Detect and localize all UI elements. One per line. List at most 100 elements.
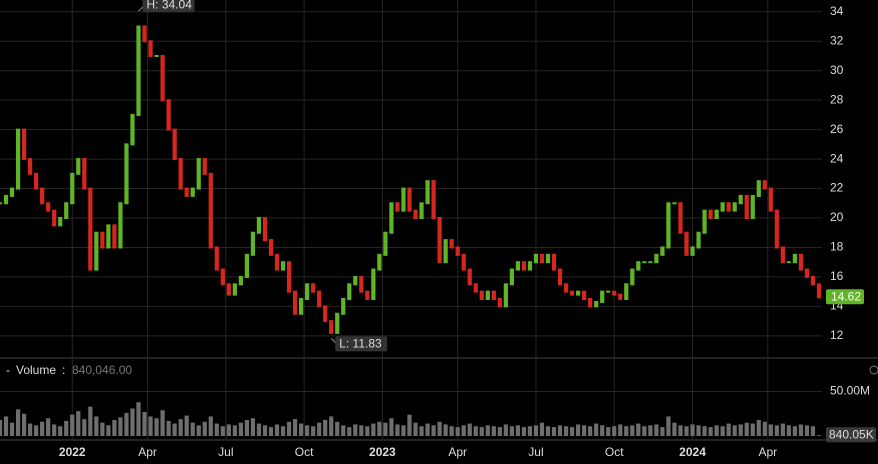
candle bbox=[684, 231, 689, 256]
candle bbox=[600, 290, 605, 303]
volume-bar bbox=[166, 420, 171, 436]
volume-bar bbox=[190, 422, 195, 436]
volume-bar bbox=[563, 426, 569, 436]
candle bbox=[389, 202, 394, 234]
candle bbox=[419, 202, 424, 220]
candle bbox=[461, 253, 466, 271]
volume-bar bbox=[154, 418, 159, 436]
candle bbox=[172, 128, 177, 161]
candle bbox=[371, 268, 376, 301]
volume-bar bbox=[208, 416, 213, 436]
candle bbox=[232, 283, 237, 296]
volume-bar bbox=[533, 425, 539, 436]
volume-bar bbox=[220, 426, 225, 436]
candle bbox=[190, 187, 195, 197]
volume-bar bbox=[443, 424, 448, 436]
volume-bar bbox=[64, 420, 69, 436]
volume-bar bbox=[497, 427, 502, 436]
annotation-label: H: 34.04 bbox=[147, 0, 193, 11]
candle bbox=[696, 231, 701, 249]
candle bbox=[317, 290, 322, 308]
volume-bar bbox=[618, 424, 623, 436]
volume-bar bbox=[118, 417, 123, 436]
volume-bar bbox=[136, 402, 141, 436]
candle bbox=[768, 187, 773, 212]
pane-close-icon[interactable] bbox=[869, 365, 878, 375]
candle bbox=[250, 231, 256, 256]
volume-bar bbox=[226, 424, 231, 436]
candle bbox=[660, 246, 665, 256]
volume-bar bbox=[792, 426, 798, 436]
volume-bar bbox=[744, 422, 749, 436]
volume-bar bbox=[437, 421, 442, 436]
candle bbox=[726, 202, 731, 212]
volume-bar bbox=[714, 425, 719, 436]
candle bbox=[46, 202, 51, 212]
volume-bar bbox=[21, 413, 27, 436]
candle bbox=[166, 99, 171, 131]
candle bbox=[70, 172, 75, 205]
volume-bar bbox=[708, 427, 713, 436]
candle bbox=[413, 209, 418, 220]
volume-bar bbox=[317, 422, 322, 436]
volume-bar bbox=[762, 421, 767, 436]
volume-bar bbox=[292, 419, 298, 436]
volume-bar bbox=[479, 427, 484, 436]
volume-bar bbox=[551, 427, 557, 436]
candle bbox=[563, 283, 569, 293]
y-tick-label: 20 bbox=[830, 210, 844, 224]
candle bbox=[630, 268, 635, 286]
volume-bar bbox=[732, 425, 737, 436]
volume-bar bbox=[106, 425, 111, 436]
candle bbox=[274, 253, 280, 271]
volume-bar bbox=[726, 423, 731, 436]
volume-bar bbox=[678, 425, 683, 436]
volume-bar bbox=[196, 425, 201, 436]
volume-bar bbox=[94, 416, 99, 436]
volume-bar bbox=[473, 426, 478, 436]
last-volume-label: 840.05K bbox=[829, 427, 874, 441]
volume-tick-label: 50.00M bbox=[830, 384, 870, 398]
x-tick-label: Jul bbox=[218, 445, 233, 459]
candle bbox=[9, 187, 15, 197]
candle bbox=[774, 209, 779, 249]
volume-bar bbox=[256, 423, 262, 436]
candle bbox=[654, 253, 659, 264]
candle bbox=[34, 172, 39, 190]
volume-bar bbox=[58, 426, 63, 436]
candle bbox=[323, 305, 328, 323]
volume-bar bbox=[425, 423, 430, 436]
candle bbox=[425, 180, 430, 205]
candle bbox=[256, 217, 262, 234]
volume-bar bbox=[311, 426, 316, 436]
volume-bar bbox=[521, 427, 527, 436]
candle bbox=[509, 268, 514, 286]
candle bbox=[714, 209, 719, 220]
x-tick-label: 2023 bbox=[369, 445, 396, 459]
y-tick-label: 18 bbox=[830, 240, 844, 254]
volume-bar bbox=[636, 423, 641, 436]
candle bbox=[64, 202, 69, 220]
volume-bar bbox=[720, 426, 725, 436]
volume-bar bbox=[407, 414, 412, 436]
candle bbox=[485, 290, 490, 301]
candle bbox=[431, 180, 436, 220]
candle bbox=[226, 283, 231, 296]
volume-bar bbox=[449, 426, 454, 436]
candle bbox=[792, 253, 798, 264]
candle bbox=[178, 158, 183, 190]
volume-bar bbox=[780, 423, 785, 436]
volume-bar bbox=[419, 426, 424, 436]
candle bbox=[220, 268, 225, 286]
y-tick-label: 30 bbox=[830, 63, 844, 77]
candle bbox=[395, 202, 400, 212]
volume-bar bbox=[202, 421, 207, 436]
volume-bar bbox=[341, 425, 346, 436]
candle bbox=[112, 224, 117, 249]
volume-bar bbox=[70, 414, 75, 436]
volume-bar bbox=[52, 424, 57, 436]
candle bbox=[576, 290, 581, 296]
x-tick-label: 2024 bbox=[679, 445, 706, 459]
candle bbox=[353, 275, 358, 286]
